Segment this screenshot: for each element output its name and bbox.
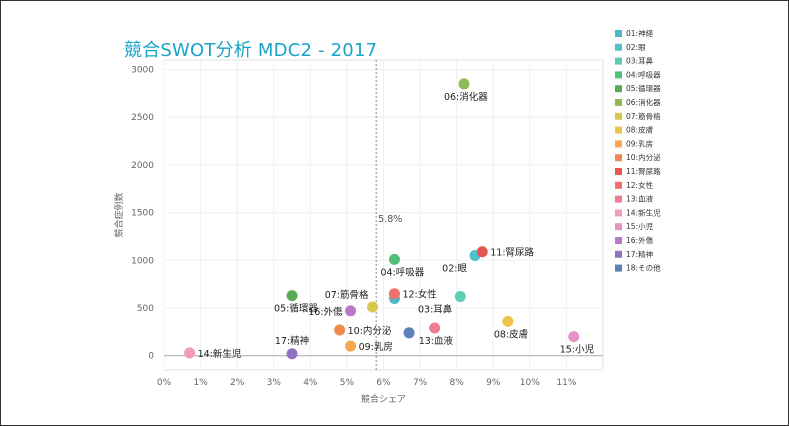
x-tick-label: 2%	[230, 378, 245, 388]
point-label: 04:呼吸器	[380, 267, 424, 278]
data-point[interactable]	[458, 78, 470, 90]
y-tick-label: 1000	[131, 256, 154, 266]
legend-item-label[interactable]: 04:呼吸器	[626, 69, 661, 79]
reference-line-label: 5.8%	[378, 214, 402, 225]
point-label: 14:新生児	[198, 348, 242, 360]
x-tick-label: 1%	[193, 378, 208, 388]
legend-swatch	[615, 195, 622, 203]
legend-item-label[interactable]: 09:乳房	[626, 138, 653, 148]
data-point[interactable]	[476, 246, 488, 258]
x-tick-label: 4%	[303, 378, 318, 388]
data-point[interactable]	[454, 291, 466, 303]
point-label: 16:外傷	[308, 306, 343, 318]
x-tick-label: 9%	[486, 378, 501, 388]
legend-swatch	[615, 209, 622, 217]
point-label: 07:筋骨格	[325, 289, 369, 301]
x-tick-label: 0%	[157, 378, 172, 388]
legend-swatch	[615, 237, 622, 244]
legend-swatch	[615, 264, 622, 272]
x-tick-label: 3%	[267, 378, 282, 388]
data-point[interactable]	[388, 253, 400, 265]
legend-item-label[interactable]: 07:筋骨格	[626, 111, 661, 121]
y-tick-label: 1500	[131, 209, 154, 219]
point-label: 05:循環器	[274, 303, 318, 315]
data-point[interactable]	[403, 327, 415, 339]
data-point[interactable]	[184, 347, 196, 359]
data-point[interactable]	[568, 331, 580, 343]
x-tick-label: 7%	[413, 378, 428, 388]
point-labels: 02:眼 03:耳鼻 04:呼吸器 05:循環器 06:消化器 07:筋骨格 08:皮膚 09…	[198, 91, 595, 360]
y-axis-label: 競合症例数	[113, 192, 125, 237]
data-point[interactable]	[334, 324, 346, 336]
x-tick-label: 10%	[520, 378, 540, 388]
legend-swatch	[615, 112, 622, 120]
x-tick-label: 11%	[556, 378, 576, 388]
legend-item-label[interactable]: 02:眼	[626, 43, 646, 52]
legend: 01:神経 02:眼 03:耳鼻 04:呼吸器 05:循環器 06:消化器 07:筋骨格 08…	[615, 28, 661, 273]
data-point[interactable]	[429, 322, 441, 334]
y-tick-label: 2500	[131, 113, 154, 123]
point-label: 12:女性	[402, 289, 437, 301]
legend-item-label[interactable]: 08:皮膚	[626, 125, 654, 135]
legend-swatch	[615, 71, 622, 79]
legend-swatch	[615, 181, 622, 189]
legend-swatch	[615, 154, 622, 162]
legend-swatch	[615, 223, 622, 231]
legend-item-label[interactable]: 15:小児	[626, 222, 654, 231]
point-label: 03:耳鼻	[418, 304, 452, 316]
point-label: 08:皮膚	[494, 328, 528, 340]
data-point[interactable]	[345, 305, 357, 317]
legend-item-label[interactable]: 10:内分泌	[626, 152, 661, 162]
point-label: 10:内分泌	[348, 325, 392, 337]
legend-item-label[interactable]: 12:女性	[626, 180, 654, 190]
point-label: 13:血液	[419, 335, 454, 347]
legend-swatch	[615, 43, 622, 51]
data-points	[184, 78, 580, 360]
point-label: 17:精神	[275, 335, 309, 347]
data-point[interactable]	[286, 348, 298, 360]
y-axis-ticks: 0 500 1000 1500 2000 2500 3000	[131, 66, 154, 362]
x-axis-ticks: 0% 1% 2% 3% 4% 5% 6% 7% 8% 9% 10% 11%	[157, 378, 577, 388]
legend-item-label[interactable]: 17:精神	[626, 249, 653, 259]
legend-item-label[interactable]: 06:消化器	[626, 97, 661, 107]
x-tick-label: 6%	[376, 378, 391, 388]
data-point[interactable]	[388, 288, 400, 300]
legend-item-label[interactable]: 14:新生児	[626, 207, 661, 217]
data-point[interactable]	[345, 340, 357, 352]
y-tick-label: 500	[137, 304, 154, 314]
y-tick-label: 3000	[131, 66, 154, 76]
point-label: 11:腎尿路	[490, 247, 534, 259]
legend-item-label[interactable]: 11:腎尿路	[626, 166, 661, 176]
y-tick-label: 2000	[131, 161, 154, 171]
legend-swatch	[615, 57, 622, 65]
legend-swatch	[615, 168, 622, 175]
point-label: 02:眼	[442, 264, 467, 275]
reference-line-group: 5.8%	[375, 60, 402, 370]
y-tick-label: 0	[148, 352, 154, 362]
legend-swatch	[615, 126, 622, 134]
point-label: 15:小児	[560, 345, 595, 356]
x-tick-label: 5%	[340, 378, 355, 388]
grid-lines	[163, 59, 604, 371]
data-point[interactable]	[286, 290, 298, 302]
legend-item-label[interactable]: 03:耳鼻	[626, 56, 654, 66]
legend-swatch	[615, 85, 622, 93]
point-label: 09:乳房	[359, 341, 393, 353]
chart-title: 競合SWOT分析 MDC2 - 2017	[124, 40, 378, 61]
legend-item-label[interactable]: 13:血液	[626, 194, 654, 204]
legend-item-label[interactable]: 01:神経	[626, 28, 654, 38]
x-axis-label: 競合シェア	[361, 393, 406, 405]
legend-swatch	[615, 99, 622, 106]
legend-item-label[interactable]: 16:外傷	[626, 235, 654, 245]
data-point[interactable]	[367, 301, 379, 313]
x-tick-label: 8%	[450, 378, 465, 388]
legend-swatch	[615, 30, 622, 37]
legend-item-label[interactable]: 05:循環器	[626, 83, 661, 93]
data-point[interactable]	[502, 315, 514, 327]
legend-item-label[interactable]: 18:その他	[626, 263, 661, 273]
point-label: 06:消化器	[444, 91, 488, 103]
legend-swatch	[615, 250, 622, 258]
legend-swatch	[615, 140, 622, 148]
